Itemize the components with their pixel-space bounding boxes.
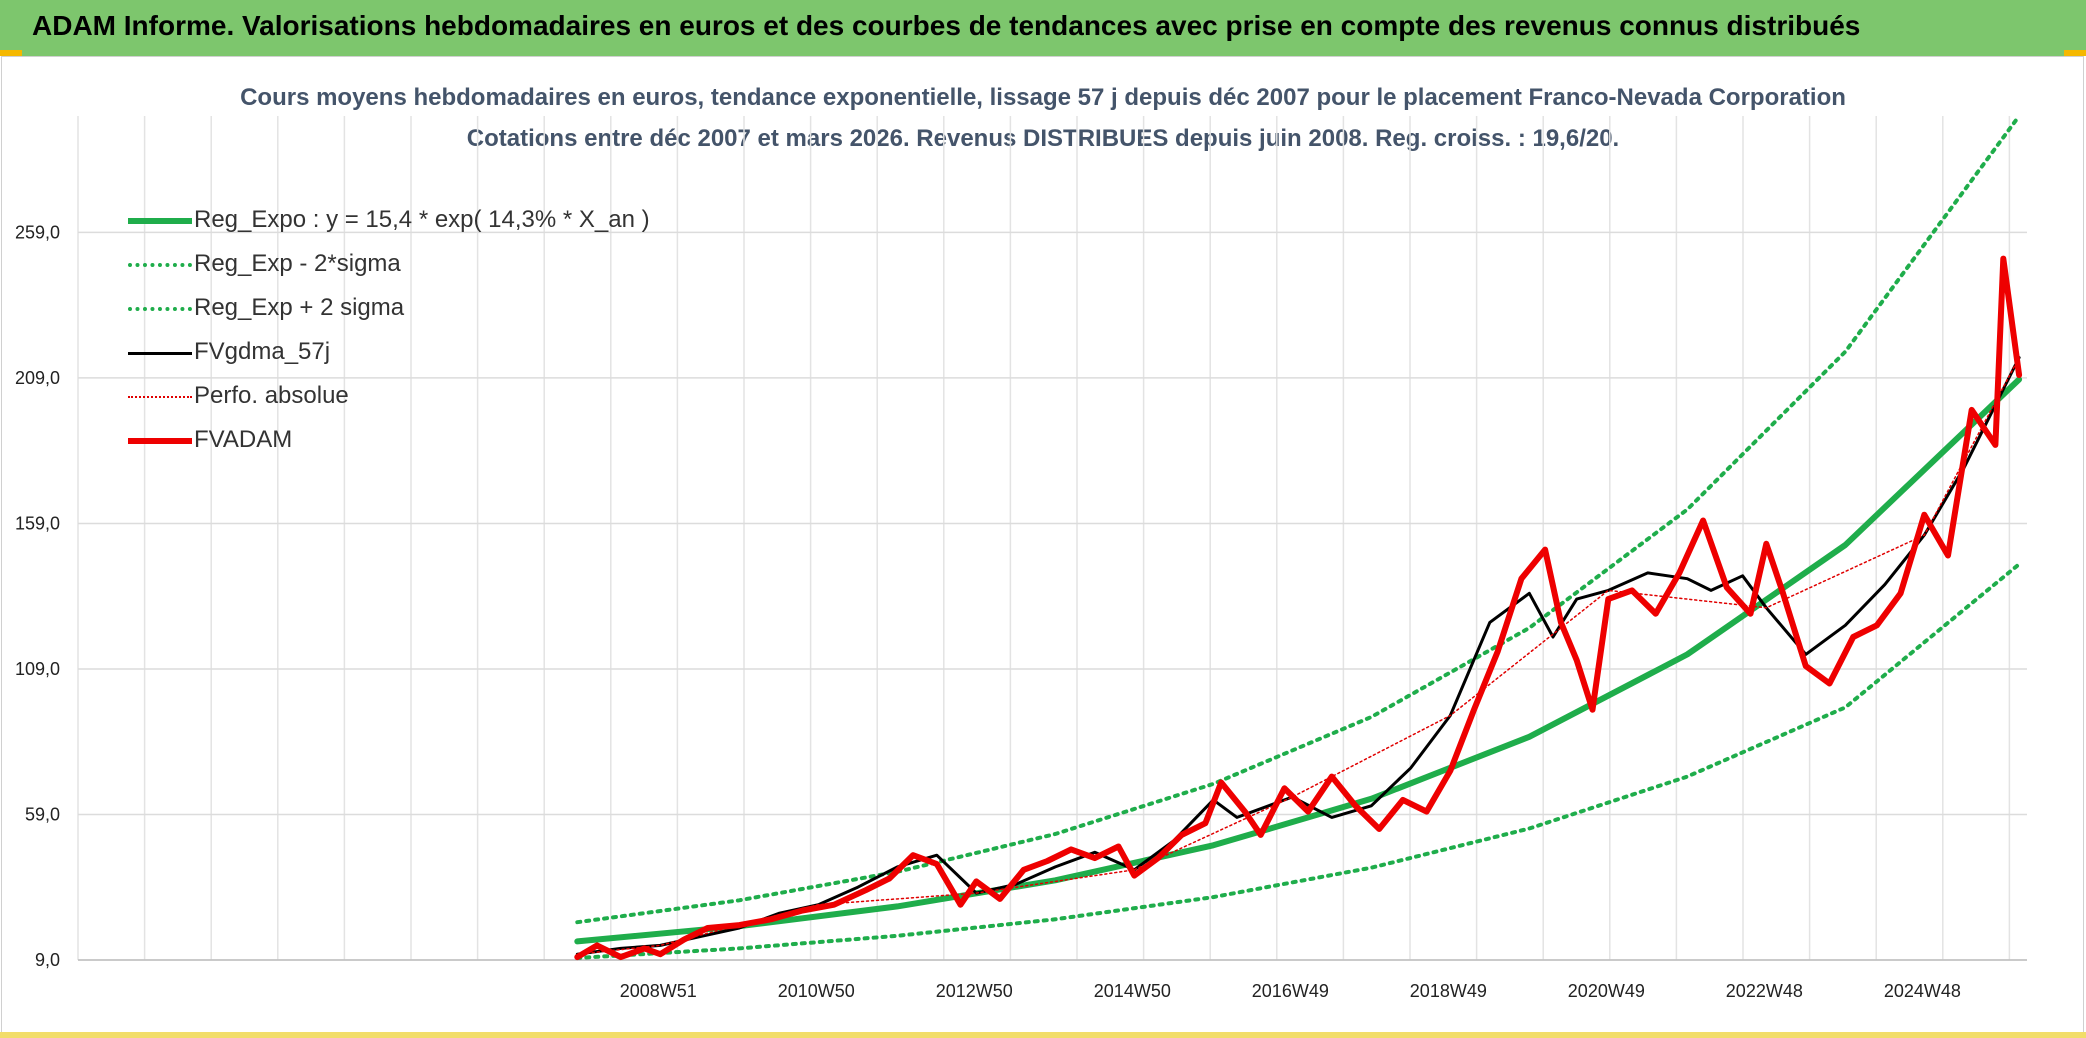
legend-swatch [128, 263, 192, 267]
x-tick-label: 2018W49 [1410, 981, 1487, 1001]
series-line-1 [575, 562, 2022, 960]
x-tick-label: 2010W50 [778, 981, 855, 1001]
y-tick-label: 9,0 [35, 950, 60, 970]
chart-subtitle: Cotations entre déc 2007 et mars 2026. R… [466, 125, 1620, 152]
legend-label: Perfo. absolue [194, 382, 349, 409]
x-tick-label: 2020W49 [1568, 981, 1645, 1001]
legend-label: Reg_Exp - 2*sigma [194, 250, 401, 277]
chart-title: Cours moyens hebdomadaires en euros, ten… [240, 84, 1846, 111]
legend-swatch [128, 351, 192, 355]
series-line-2 [575, 114, 2022, 925]
legend-label: Reg_Exp + 2 sigma [194, 294, 405, 321]
x-tick-label: 2012W50 [936, 981, 1013, 1001]
legend-label: FVgdma_57j [194, 338, 331, 365]
legend-swatch [128, 307, 192, 311]
legend-label: FVADAM [194, 426, 293, 453]
footer-bar [0, 1032, 2086, 1038]
x-tick-label: 2008W51 [620, 981, 697, 1001]
report-banner: ADAM Informe. Valorisations hebdomadaire… [0, 0, 2086, 56]
x-tick-label: 2024W48 [1884, 981, 1961, 1001]
x-tick-label: 2022W48 [1726, 981, 1803, 1001]
x-tick-label: 2016W49 [1252, 981, 1329, 1001]
x-tick-label: 2014W50 [1094, 981, 1171, 1001]
legend-label: Reg_Expo : y = 15,4 * exp( 14,3% * X_an … [194, 206, 650, 233]
legend-swatch [128, 396, 192, 398]
y-tick-label: 159,0 [15, 513, 60, 533]
legend-swatch [128, 438, 192, 444]
report-title: ADAM Informe. Valorisations hebdomadaire… [32, 10, 1861, 41]
banner-accent-left [0, 50, 22, 56]
y-tick-label: 259,0 [15, 222, 60, 242]
y-tick-label: 109,0 [15, 659, 60, 679]
series-line-0 [574, 376, 2023, 945]
banner-accent-right [2064, 50, 2086, 56]
y-tick-label: 209,0 [15, 368, 60, 388]
legend-swatch [128, 218, 192, 224]
y-tick-label: 59,0 [25, 804, 60, 824]
series-line-5 [574, 255, 2023, 961]
